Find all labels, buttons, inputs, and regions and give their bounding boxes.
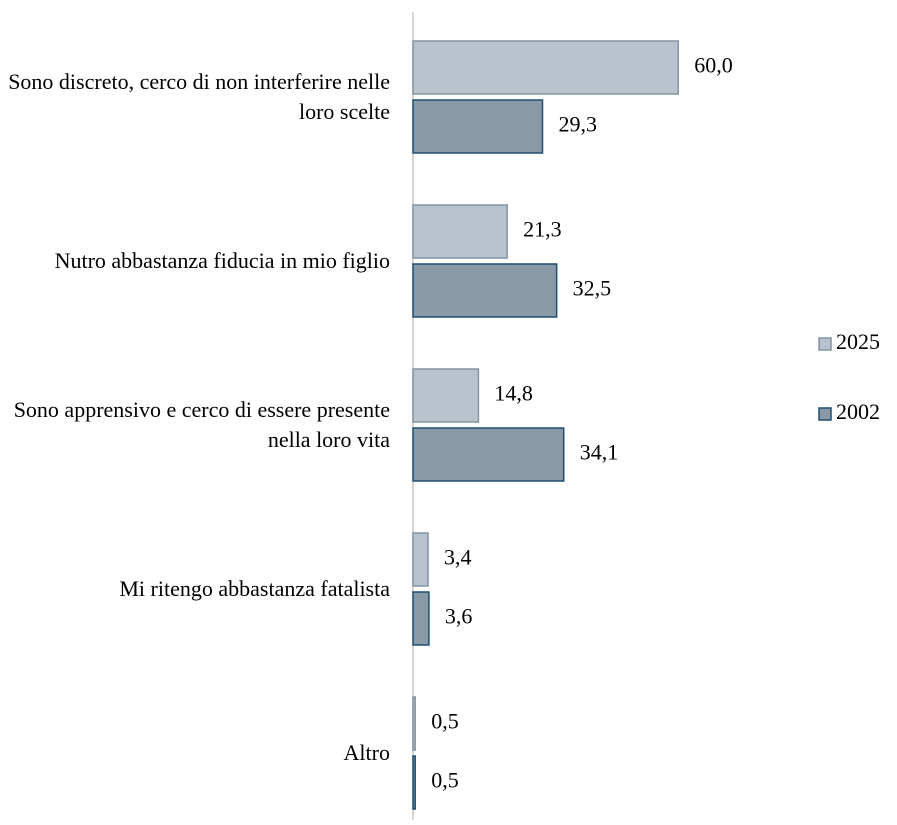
value-label: 29,3 (559, 112, 598, 137)
bar (412, 591, 430, 646)
category-label: Sono apprensivo e cerco di essere presen… (13, 397, 390, 452)
legend-label: 2025 (836, 329, 880, 354)
value-label: 34,1 (580, 440, 619, 465)
value-label: 14,8 (494, 381, 533, 406)
value-label: 0,5 (431, 768, 459, 793)
value-label: 21,3 (523, 217, 562, 242)
bar (412, 40, 679, 95)
legend-label: 2002 (836, 399, 880, 424)
bar (412, 427, 565, 482)
bar (412, 99, 544, 154)
category-label: Altro (343, 740, 390, 765)
bar (412, 204, 508, 259)
bar (412, 532, 429, 587)
bar (412, 368, 480, 423)
bar (412, 263, 558, 318)
legend-swatch (818, 337, 832, 351)
bar (412, 755, 416, 810)
category-label: Mi ritengo abbastanza fatalista (119, 576, 390, 601)
legend-swatch (818, 407, 832, 421)
value-label: 3,6 (445, 604, 473, 629)
category-label: Sono discreto, cerco di non interferire … (8, 69, 390, 124)
value-label: 60,0 (694, 53, 733, 78)
value-label: 32,5 (573, 276, 612, 301)
value-label: 0,5 (431, 709, 459, 734)
value-label: 3,4 (444, 545, 472, 570)
category-label: Nutro abbastanza fiducia in mio figlio (54, 248, 390, 273)
bar (412, 696, 416, 751)
